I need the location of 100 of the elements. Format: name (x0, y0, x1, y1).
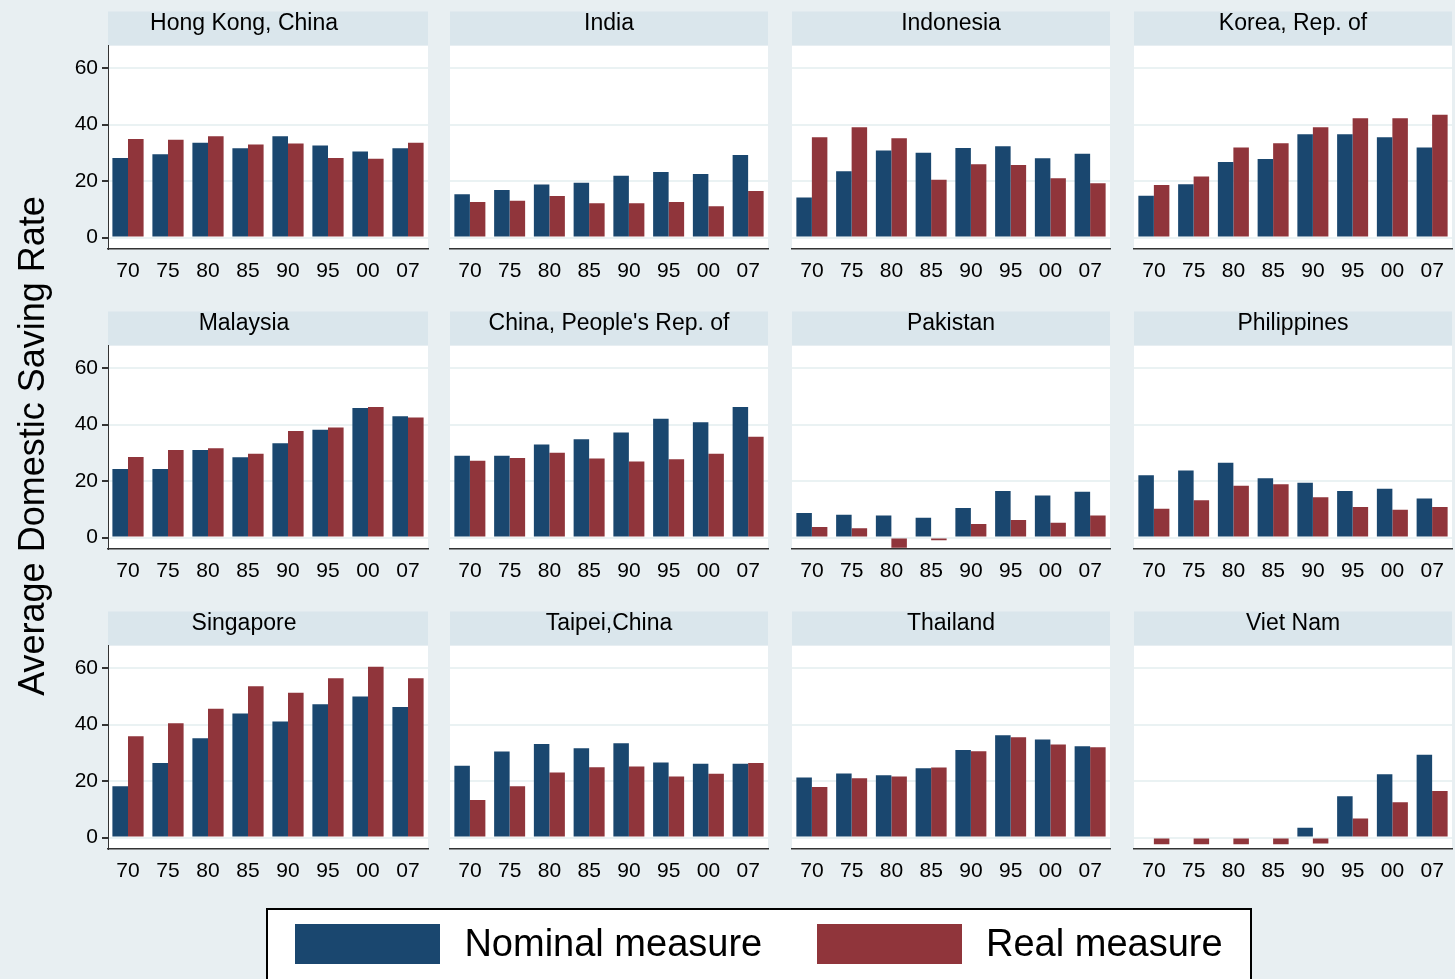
x-tick-label: 95 (316, 558, 340, 582)
x-tick-label: 00 (1038, 558, 1063, 582)
bar (995, 146, 1011, 237)
bar (1432, 507, 1448, 537)
x-tick-label: 85 (919, 558, 943, 582)
bar (811, 786, 828, 837)
bar (1090, 515, 1106, 537)
x-tick-label: 90 (617, 858, 641, 882)
bar (589, 203, 605, 237)
x-tick-label: 80 (879, 558, 904, 582)
bar (653, 762, 669, 837)
x-tick-label: 07 (396, 858, 420, 882)
x-tick-label: 90 (617, 258, 641, 282)
bar (931, 179, 947, 237)
bar (192, 450, 208, 537)
x-tick-label: 75 (156, 558, 180, 582)
bar (1153, 185, 1170, 237)
bar (192, 738, 208, 837)
bar (549, 452, 565, 537)
x-tick-label: 07 (1420, 858, 1444, 882)
bar (533, 744, 550, 837)
x-tick-label: 90 (1301, 858, 1325, 882)
bar (392, 416, 408, 537)
bar (732, 407, 749, 537)
x-tick-label: 90 (959, 258, 983, 282)
bar (232, 713, 248, 837)
bar (970, 523, 987, 537)
bar (1193, 176, 1210, 237)
bar (152, 468, 168, 537)
bar (312, 704, 328, 837)
bar (1376, 488, 1393, 537)
x-tick-label: 75 (1181, 858, 1206, 882)
bar (955, 507, 971, 537)
bar (469, 201, 486, 237)
legend-label: Nominal measure (464, 922, 763, 965)
x-tick-label: 80 (879, 258, 904, 282)
bar (533, 184, 550, 237)
bar (549, 772, 565, 837)
bar (708, 773, 724, 837)
bar (168, 723, 184, 837)
bar (1074, 491, 1091, 537)
bar (208, 708, 224, 837)
y-axis-title: Average Domestic Saving Rate (11, 195, 53, 698)
x-tick-label: 85 (236, 558, 260, 582)
bar (573, 748, 590, 837)
x-tick-label: 95 (998, 858, 1023, 882)
bar (1010, 737, 1027, 837)
x-tick-label: 85 (919, 258, 943, 282)
chart-title: Thailand (906, 609, 996, 636)
bar (811, 527, 828, 537)
x-tick-label: 07 (1078, 858, 1102, 882)
bar (1050, 522, 1066, 537)
bar (208, 448, 224, 537)
bar (248, 686, 264, 837)
x-tick-label: 07 (396, 558, 420, 582)
bar (668, 459, 685, 537)
bar (915, 517, 932, 537)
x-tick-label: 80 (196, 858, 220, 882)
bar (573, 182, 590, 237)
x-tick-label: 70 (458, 258, 482, 282)
bar (732, 155, 749, 237)
bar (692, 763, 709, 837)
y-tick-label: 60 (74, 354, 98, 378)
bar (653, 418, 669, 537)
chart-title: China, People's Rep. of (488, 309, 731, 336)
bar (1273, 838, 1289, 845)
bar (1273, 484, 1289, 537)
bar (732, 763, 749, 837)
x-tick-label: 00 (1380, 558, 1405, 582)
x-tick-label: 90 (1301, 258, 1325, 282)
x-tick-label: 75 (497, 858, 522, 882)
x-tick-label: 07 (736, 258, 760, 282)
x-tick-label: 75 (1181, 258, 1206, 282)
chart-title: India (584, 9, 635, 36)
bar (368, 666, 384, 837)
bar (288, 431, 304, 537)
bar (454, 455, 470, 537)
bar (1392, 509, 1408, 537)
bar (1392, 118, 1408, 237)
bar (628, 461, 645, 537)
y-tick-label: 60 (74, 54, 98, 78)
x-tick-label: 75 (497, 558, 522, 582)
bar (915, 152, 932, 237)
x-tick-label: 95 (1340, 558, 1365, 582)
x-tick-label: 75 (839, 558, 864, 582)
x-tick-label: 00 (696, 558, 721, 582)
x-tick-label: 75 (839, 858, 864, 882)
x-tick-label: 90 (617, 558, 641, 582)
x-tick-label: 85 (577, 258, 601, 282)
bar (668, 776, 685, 837)
bar (112, 468, 128, 537)
x-tick-label: 80 (196, 558, 220, 582)
bar (1337, 490, 1353, 537)
x-tick-label: 07 (1078, 558, 1102, 582)
bar (836, 171, 852, 237)
x-tick-label: 00 (696, 858, 721, 882)
y-tick-label: 40 (74, 411, 98, 435)
chart-title: Philippines (1237, 309, 1349, 336)
bar (1416, 754, 1433, 837)
bar (1178, 470, 1194, 537)
